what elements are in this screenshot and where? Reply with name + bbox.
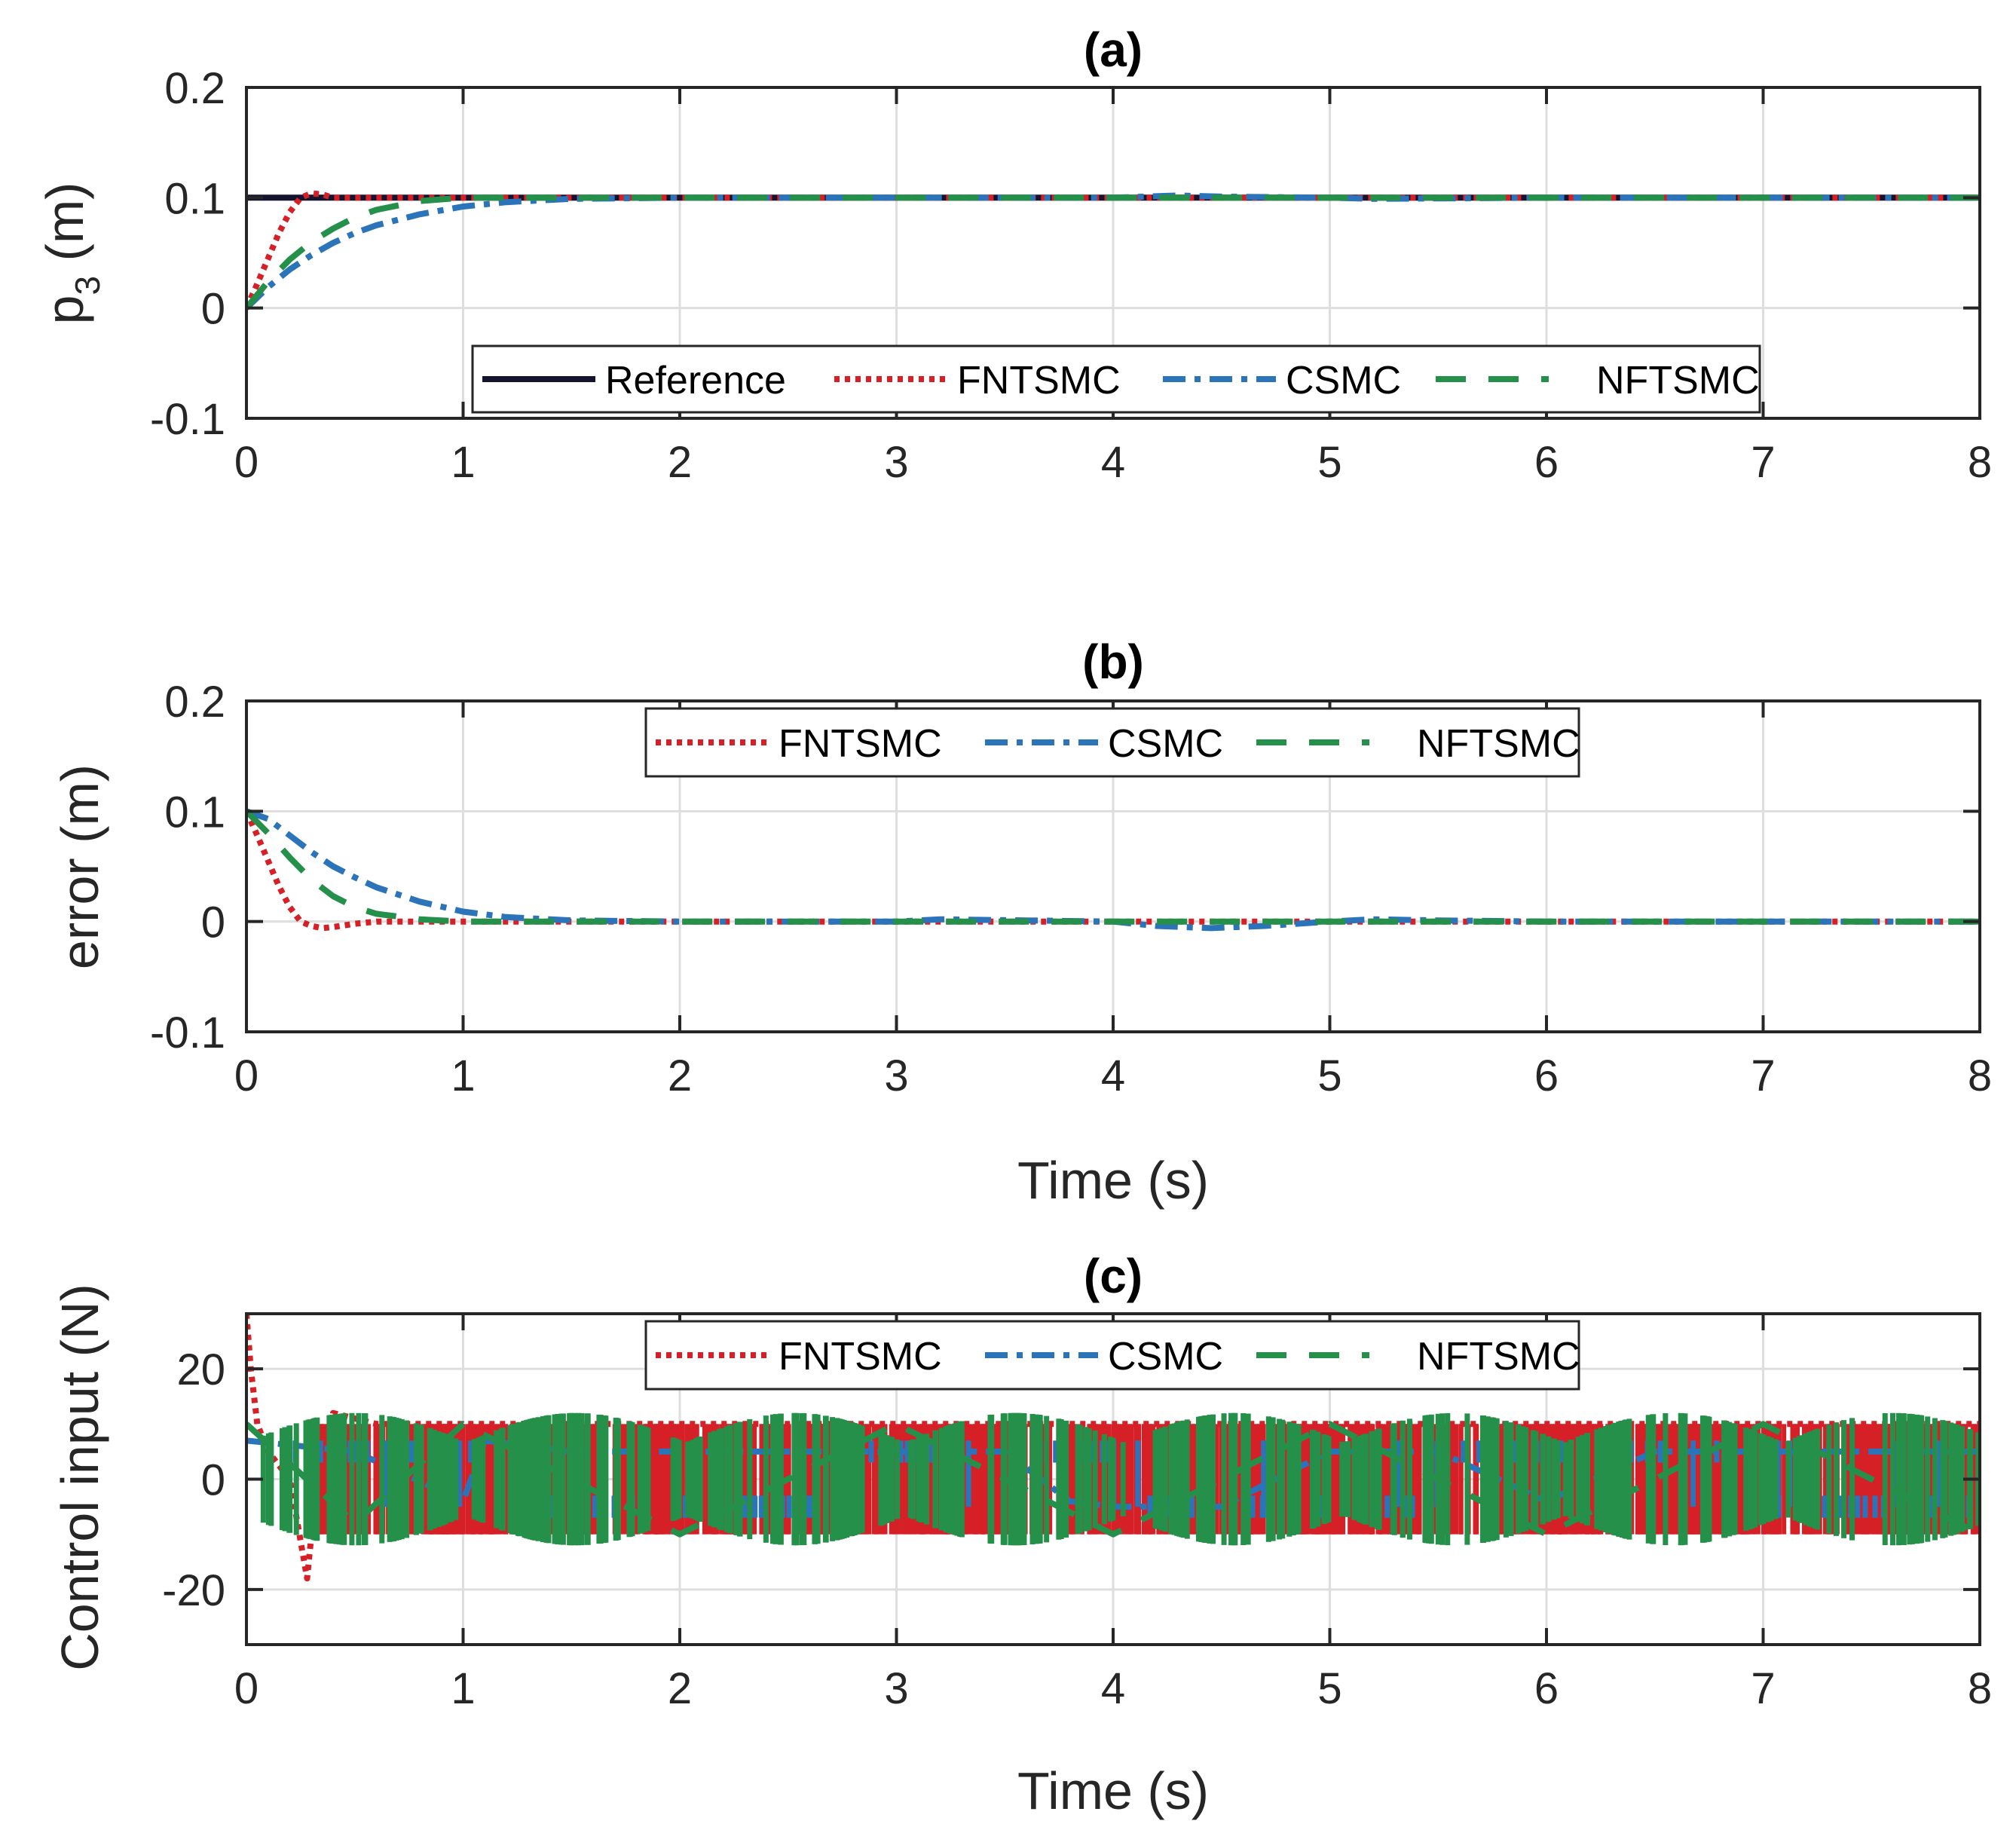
x-tick-label: 7: [1751, 438, 1775, 487]
series-nftsmc-line: [246, 194, 1980, 311]
legend-b: FNTSMC CSMC NFTSMC: [644, 707, 1580, 778]
x-tick-label: 4: [1101, 1664, 1125, 1713]
y-axis-label-b: error (m): [50, 764, 109, 969]
x-tick-label: 3: [884, 438, 908, 487]
series-group-b: [246, 808, 1980, 932]
panel-title-b: (b): [1082, 635, 1144, 689]
legend-label-reference: Reference: [605, 359, 786, 402]
ticks-a: 0 1 2 3 4 5 6 7 8-0.100.10.2: [150, 64, 1992, 487]
x-tick-label: 2: [668, 1664, 692, 1713]
x-tick-label: 1: [451, 1051, 475, 1100]
legend-box-c: [644, 1320, 1580, 1391]
y-tick-label: 0.2: [164, 64, 225, 113]
x-tick-label: 6: [1534, 1664, 1559, 1713]
y-tick-label: -0.1: [150, 395, 225, 444]
series-group-a: [246, 190, 1980, 311]
x-tick-label: 3: [884, 1051, 908, 1100]
y-axis-label-a: p3 (m): [35, 182, 107, 325]
legend-box-b: [644, 707, 1580, 778]
legend-label-nftsmc: NFTSMC: [1417, 722, 1580, 766]
panel-title-a: (a): [1084, 23, 1143, 77]
x-tick-label: 0: [234, 1664, 259, 1713]
x-tick-label: 7: [1751, 1664, 1775, 1713]
x-tick-label: 5: [1317, 1051, 1341, 1100]
y-tick-label: -0.1: [150, 1008, 225, 1057]
legend-c: FNTSMC CSMC NFTSMC: [644, 1320, 1580, 1391]
x-tick-label: 5: [1317, 1664, 1341, 1713]
legend-label-csmc: CSMC: [1286, 359, 1401, 402]
panel-a: 0 1 2 3 4 5 6 7 8-0.100.10.2 (a) p3 (m) Referenc…: [35, 23, 1992, 487]
legend-label-fntsmc: FNTSMC: [779, 1335, 942, 1379]
x-tick-label: 7: [1751, 1051, 1775, 1100]
x-tick-label: 1: [451, 1664, 475, 1713]
y-tick-label: 20: [176, 1345, 225, 1394]
x-tick-label: 8: [1968, 1051, 1992, 1100]
legend-label-nftsmc: NFTSMC: [1417, 1335, 1580, 1379]
y-tick-label: -20: [162, 1566, 225, 1615]
series-nftsmc-chatter: [260, 1412, 1980, 1546]
y-tick-label: 0.1: [164, 788, 225, 837]
legend-label-csmc: CSMC: [1108, 722, 1223, 766]
legend-label-fntsmc: FNTSMC: [957, 359, 1121, 402]
legend-label-csmc: CSMC: [1108, 1335, 1223, 1379]
y-tick-label: 0.1: [164, 174, 225, 223]
series-group-c: [246, 1314, 1980, 1582]
x-tick-label: 1: [451, 438, 475, 487]
series-nftsmc-line: [246, 1421, 1980, 1538]
x-tick-label: 0: [234, 1051, 259, 1100]
y-tick-label: 0: [201, 285, 225, 334]
y-tick-label: 0: [201, 1456, 225, 1505]
x-tick-label: 8: [1968, 438, 1992, 487]
x-tick-label: 2: [668, 438, 692, 487]
x-axis-label-c: Time (s): [1017, 1761, 1209, 1820]
legend-label-fntsmc: FNTSMC: [779, 722, 942, 766]
x-tick-label: 0: [234, 438, 259, 487]
legend-a: Reference FNTSMC CSMC NFTSMC: [471, 344, 1761, 414]
series-fntsmc-line: [246, 809, 1980, 932]
panel-b: 0 1 2 3 4 5 6 7 8-0.100.10.2 (b) error (m) Time …: [50, 635, 1992, 1210]
legend-label-nftsmc: NFTSMC: [1596, 359, 1760, 402]
ticks-b: 0 1 2 3 4 5 6 7 8-0.100.10.2: [150, 678, 1992, 1100]
x-axis-label-b: Time (s): [1017, 1151, 1209, 1210]
x-tick-label: 6: [1534, 438, 1559, 487]
x-tick-label: 6: [1534, 1051, 1559, 1100]
y-axis-label-c: Control input (N): [50, 1284, 109, 1671]
x-tick-label: 5: [1317, 438, 1341, 487]
series-nftsmc-line: [246, 809, 1980, 925]
x-tick-label: 4: [1101, 438, 1125, 487]
x-tick-label: 3: [884, 1664, 908, 1713]
series-csmc-line: [246, 192, 1980, 311]
y-tick-label: 0.2: [164, 678, 225, 727]
x-tick-label: 8: [1968, 1664, 1992, 1713]
panel-title-c: (c): [1084, 1249, 1143, 1303]
x-tick-label: 4: [1101, 1051, 1125, 1100]
y-tick-label: 0: [201, 898, 225, 947]
x-tick-label: 2: [668, 1051, 692, 1100]
